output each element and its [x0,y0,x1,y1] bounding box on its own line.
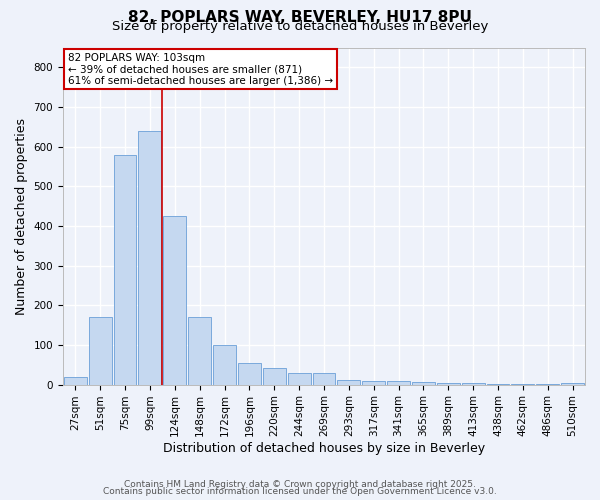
Bar [561,382,584,384]
Bar [213,345,236,385]
Y-axis label: Number of detached properties: Number of detached properties [15,118,28,314]
X-axis label: Distribution of detached houses by size in Beverley: Distribution of detached houses by size … [163,442,485,455]
Bar [238,363,261,384]
Bar [287,372,311,384]
Text: 82 POPLARS WAY: 103sqm
← 39% of detached houses are smaller (871)
61% of semi-de: 82 POPLARS WAY: 103sqm ← 39% of detached… [68,52,333,86]
Bar [113,154,136,384]
Bar [263,368,286,384]
Bar [313,372,335,384]
Bar [437,383,460,384]
Bar [362,381,385,384]
Bar [337,380,360,384]
Bar [412,382,435,384]
Text: 82, POPLARS WAY, BEVERLEY, HU17 8PU: 82, POPLARS WAY, BEVERLEY, HU17 8PU [128,10,472,25]
Bar [64,376,87,384]
Bar [387,382,410,384]
Bar [139,131,161,384]
Text: Contains HM Land Registry data © Crown copyright and database right 2025.: Contains HM Land Registry data © Crown c… [124,480,476,489]
Bar [163,216,186,384]
Bar [188,317,211,384]
Text: Contains public sector information licensed under the Open Government Licence v3: Contains public sector information licen… [103,487,497,496]
Text: Size of property relative to detached houses in Beverley: Size of property relative to detached ho… [112,20,488,33]
Bar [89,317,112,384]
